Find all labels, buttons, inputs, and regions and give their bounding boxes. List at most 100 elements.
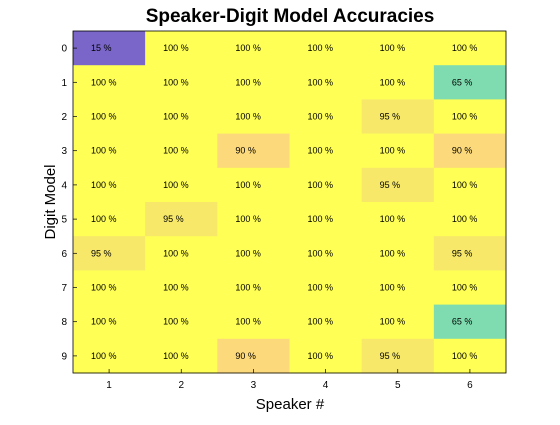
heatmap-cell <box>361 304 435 340</box>
heatmap-cell <box>361 202 435 237</box>
heatmap-cell <box>433 133 507 169</box>
heatmap-cell <box>289 167 363 203</box>
y-tick-label: 1 <box>61 78 67 89</box>
cell-value-label: 90 % <box>235 351 256 361</box>
y-axis-ticks: 0 1 2 3 4 5 6 7 8 9 <box>61 44 77 362</box>
x-tick-label: 3 <box>251 380 257 391</box>
x-tick-label: 1 <box>106 380 112 391</box>
cell-value-label: 95 % <box>452 248 473 258</box>
heatmap-cell <box>217 236 290 271</box>
x-tick-label: 5 <box>395 380 401 391</box>
heatmap-cell <box>217 202 290 237</box>
plot-frame <box>72 30 507 374</box>
cell-value-label: 100 % <box>235 43 261 53</box>
heatmap-cell <box>289 65 363 100</box>
heatmap-cell <box>217 65 290 100</box>
cell-value-label: 100 % <box>452 112 478 122</box>
heatmap-cell <box>145 99 218 135</box>
cell-value-label: 100 % <box>235 214 261 224</box>
cell-value-label: 100 % <box>452 351 478 361</box>
cell-value-label: 100 % <box>452 43 478 53</box>
heatmap-cell <box>217 270 290 306</box>
cell-value-label: 100 % <box>235 112 261 122</box>
cell-value-label: 100 % <box>380 43 406 53</box>
cell-value-label: 100 % <box>452 214 478 224</box>
cell-value-label: 100 % <box>380 146 406 156</box>
cell-value-label: 95 % <box>91 248 112 258</box>
heatmap-cell <box>73 133 146 169</box>
heatmap-cell <box>73 202 146 237</box>
cell-value-label: 95 % <box>380 351 401 361</box>
cell-value-label: 65 % <box>452 77 473 87</box>
heatmap-cell <box>217 133 290 169</box>
y-tick-label: 5 <box>61 215 67 226</box>
cell-value-label: 100 % <box>163 248 189 258</box>
heatmap-cell <box>145 167 218 203</box>
cell-value-label: 100 % <box>452 180 478 190</box>
cell-value-label: 100 % <box>380 77 406 87</box>
cell-value-label: 100 % <box>308 146 334 156</box>
y-tick-label: 4 <box>61 180 67 191</box>
heatmap-cell <box>145 133 218 169</box>
y-tick-label: 9 <box>61 351 67 362</box>
cell-value-label: 100 % <box>235 77 261 87</box>
cell-value-label: 100 % <box>235 283 261 293</box>
heatmap-cell <box>433 270 507 306</box>
cell-value-label: 100 % <box>308 43 334 53</box>
cell-value-label: 100 % <box>91 351 117 361</box>
heatmap-cell <box>145 31 218 66</box>
cell-value-label: 95 % <box>380 112 401 122</box>
cell-value-label: 100 % <box>380 317 406 327</box>
cell-value-label: 100 % <box>163 317 189 327</box>
heatmap-cell <box>217 338 290 374</box>
heatmap-cell <box>289 270 363 306</box>
heatmap-cell <box>361 167 435 203</box>
cell-value-label: 15 % <box>91 43 112 53</box>
y-tick-label: 6 <box>61 249 67 260</box>
cell-value-label: 100 % <box>163 77 189 87</box>
cell-value-label: 100 % <box>163 283 189 293</box>
cell-value-label: 100 % <box>163 146 189 156</box>
cell-value-label: 90 % <box>235 146 256 156</box>
heatmap-cell <box>433 31 507 66</box>
x-tick-label: 2 <box>178 380 184 391</box>
cell-value-label: 100 % <box>308 77 334 87</box>
cell-value-label: 100 % <box>235 248 261 258</box>
cell-value-label: 100 % <box>235 317 261 327</box>
cell-value-label: 100 % <box>452 283 478 293</box>
y-tick-label: 0 <box>61 44 67 55</box>
cell-value-label: 100 % <box>308 180 334 190</box>
cell-value-label: 100 % <box>308 214 334 224</box>
cell-value-label: 100 % <box>380 214 406 224</box>
heatmap-cell <box>433 167 507 203</box>
y-axis-label: Digit Model <box>42 164 59 239</box>
cell-value-label: 100 % <box>91 214 117 224</box>
heatmap-cell <box>433 99 507 135</box>
heatmap-cell <box>433 65 507 100</box>
heatmap-cell <box>433 338 507 374</box>
heatmap-cell <box>289 236 363 271</box>
heatmap-cell <box>289 304 363 340</box>
y-tick-label: 7 <box>61 283 67 294</box>
cell-value-label: 65 % <box>452 317 473 327</box>
heatmap-cell <box>289 133 363 169</box>
heatmap-cell <box>361 31 435 66</box>
heatmap-cell <box>289 338 363 374</box>
cell-value-label: 100 % <box>91 283 117 293</box>
heatmap-cell <box>145 270 218 306</box>
heatmap-cell <box>73 31 146 66</box>
heatmap-cell <box>73 270 146 306</box>
cell-value-label: 100 % <box>163 112 189 122</box>
heatmap-cell <box>433 304 507 340</box>
heatmap-cell <box>289 99 363 135</box>
heatmap-cell <box>361 99 435 135</box>
heatmap-cell <box>73 65 146 100</box>
heatmap-cell <box>217 304 290 340</box>
cell-value-label: 95 % <box>380 180 401 190</box>
cell-value-label: 100 % <box>308 283 334 293</box>
heatmap-cell <box>73 304 146 340</box>
y-tick-label: 2 <box>61 112 67 123</box>
heatmap-cell <box>73 236 146 271</box>
heatmap-cell <box>361 270 435 306</box>
